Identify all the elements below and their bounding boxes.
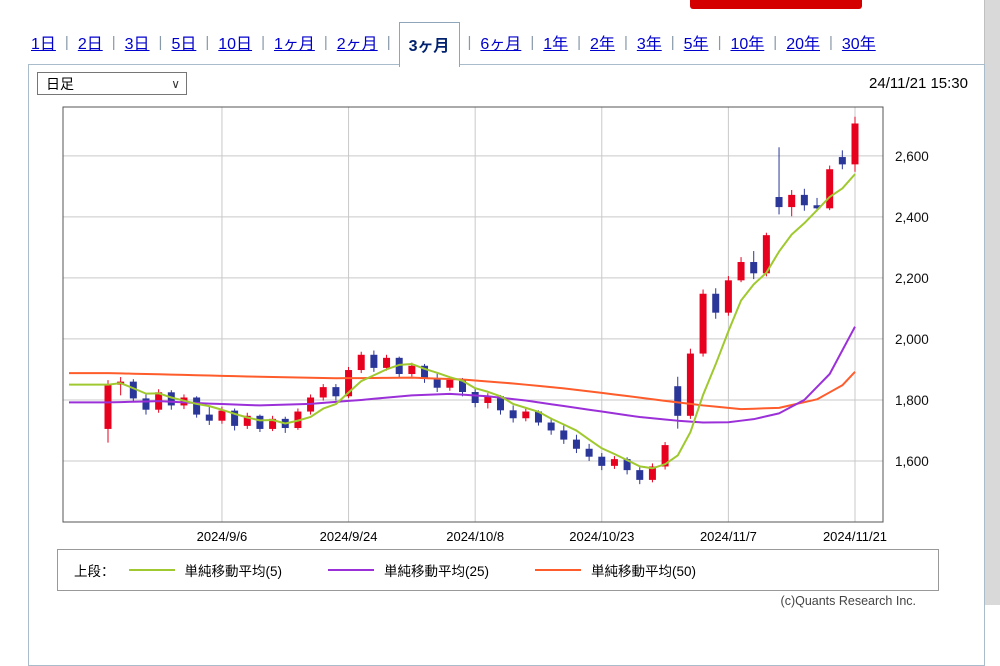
- tab-period-4[interactable]: 10日: [218, 36, 253, 53]
- svg-text:1,600: 1,600: [895, 454, 929, 469]
- tab-period-15[interactable]: 30年: [841, 36, 876, 53]
- svg-text:2,200: 2,200: [895, 271, 929, 286]
- svg-text:2024/9/24: 2024/9/24: [320, 529, 378, 544]
- svg-text:2024/10/23: 2024/10/23: [569, 529, 634, 544]
- tab-separator: |: [670, 33, 675, 51]
- tab-period-11[interactable]: 3年: [636, 36, 662, 53]
- tab-period-2[interactable]: 3日: [124, 36, 150, 53]
- tab-period-1[interactable]: 2日: [77, 36, 103, 53]
- tab-period-7[interactable]: 3ヶ月: [398, 21, 460, 67]
- svg-text:2024/9/6: 2024/9/6: [197, 529, 248, 544]
- svg-text:2,000: 2,000: [895, 332, 929, 347]
- tab-separator: |: [717, 33, 722, 51]
- chart-legend: 上段： 単純移動平均(5) 単純移動平均(25) 単純移動平均(50): [57, 549, 939, 591]
- legend-label: 単純移動平均(50): [591, 564, 697, 579]
- tab-period-8[interactable]: 6ヶ月: [480, 36, 522, 53]
- period-tabbar: 1日 | 2日 | 3日 | 5日 | 10日 | 1ヶ月 | 2ヶ月 | 3ヶ月 | 6ヶ月 | 1年 | 2年 | 3年…: [30, 20, 877, 67]
- legend-label: 単純移動平均(5): [184, 564, 283, 579]
- tab-separator: |: [205, 33, 210, 51]
- legend-line-swatch: [535, 569, 582, 571]
- top-banner: [690, 0, 862, 9]
- legend-item: 単純移動平均(25): [328, 560, 489, 580]
- tab-separator: |: [623, 33, 628, 51]
- chart-legend-items: 単純移動平均(5) 単純移動平均(25) 単純移動平均(50): [128, 560, 743, 580]
- svg-text:2024/11/21: 2024/11/21: [823, 529, 887, 544]
- quote-timestamp: 24/11/21 15:30: [869, 75, 968, 92]
- tab-period-3[interactable]: 5日: [171, 36, 197, 53]
- svg-text:2024/11/7: 2024/11/7: [700, 529, 757, 544]
- tab-separator: |: [467, 33, 472, 51]
- legend-item: 単純移動平均(5): [128, 560, 283, 580]
- tab-period-0[interactable]: 1日: [31, 36, 56, 53]
- svg-text:2,600: 2,600: [895, 149, 929, 164]
- candlestick-chart: 1,600 1,800 2,000 2,200 2,400 2,600 2024/9/6 20…: [62, 106, 929, 544]
- scrollbar-track[interactable]: [984, 0, 1000, 605]
- copyright-notice: (c)Quants Research Inc.: [780, 594, 916, 608]
- tab-separator: |: [64, 33, 69, 51]
- chart-panel: 日足 ∨ 24/11/21 15:30 1,600 1,800 2,000 2,200…: [28, 64, 985, 666]
- chart-toolbar: 日足 ∨ 24/11/21 15:30: [29, 65, 984, 102]
- svg-text:1,800: 1,800: [895, 393, 929, 408]
- svg-text:2,400: 2,400: [895, 210, 929, 225]
- legend-line-swatch: [128, 569, 175, 571]
- tab-period-9[interactable]: 1年: [543, 36, 569, 53]
- chevron-down-icon: ∨: [171, 76, 180, 91]
- chart-type-select[interactable]: 日足 ∨: [37, 72, 187, 95]
- tab-separator: |: [158, 33, 163, 51]
- chart-type-value: 日足: [46, 75, 74, 92]
- legend-line-swatch: [328, 569, 374, 571]
- tab-separator: |: [323, 33, 328, 51]
- tab-period-13[interactable]: 10年: [730, 36, 765, 53]
- tab-separator: |: [261, 33, 265, 51]
- tab-period-5[interactable]: 1ヶ月: [273, 36, 315, 53]
- legend-prefix: 上段：: [74, 564, 115, 579]
- tab-period-12[interactable]: 5年: [683, 36, 709, 53]
- legend-item: 単純移動平均(50): [535, 560, 696, 580]
- legend-label: 単純移動平均(25): [384, 564, 490, 579]
- tab-separator: |: [577, 33, 582, 51]
- tab-separator: |: [111, 33, 116, 51]
- tab-period-14[interactable]: 20年: [786, 36, 820, 53]
- tab-separator: |: [773, 33, 778, 51]
- tab-period-6[interactable]: 2ヶ月: [336, 36, 378, 53]
- svg-text:2024/10/8: 2024/10/8: [446, 529, 504, 544]
- tab-separator: |: [829, 33, 833, 51]
- tab-separator: |: [386, 33, 391, 51]
- tab-separator: |: [530, 33, 535, 51]
- tab-period-10[interactable]: 2年: [590, 36, 615, 53]
